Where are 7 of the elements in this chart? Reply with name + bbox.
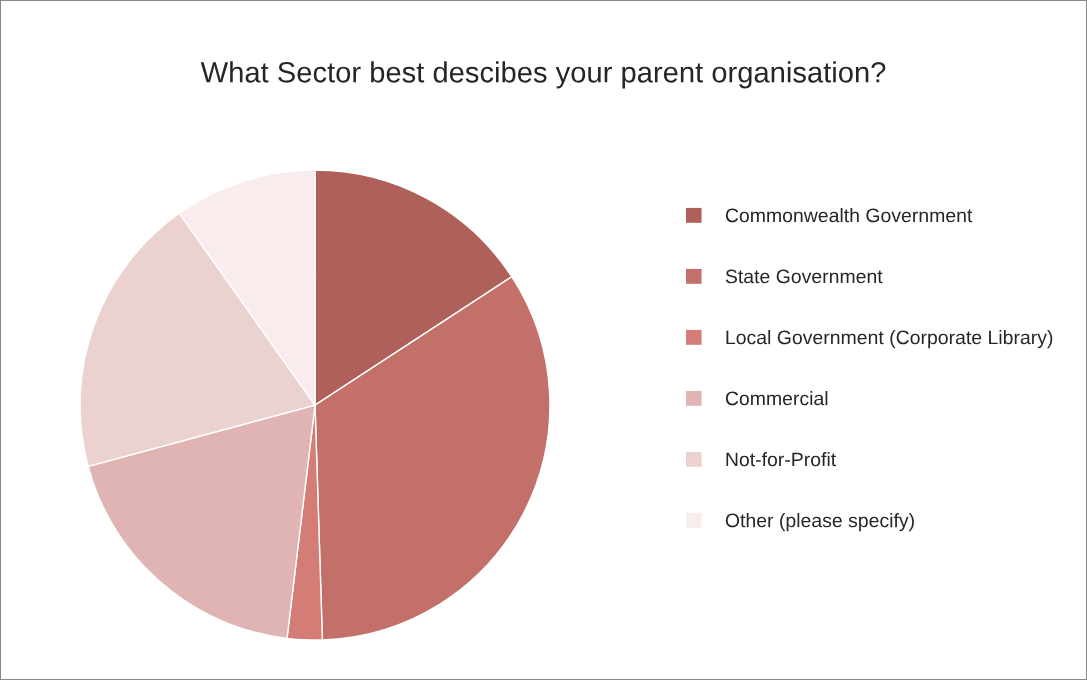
legend-label: Not-for-Profit: [726, 452, 837, 467]
chart-title: What Sector best descibes your parent organisation?: [200, 61, 886, 89]
legend-label: State Government: [725, 269, 883, 284]
legend-label: Other (please specify): [725, 513, 914, 532]
legend-label: Local Government (Corporate Library): [726, 330, 1053, 349]
legend-label: Commercial: [725, 391, 828, 406]
legend-label: Commonwealth Government: [725, 208, 973, 223]
